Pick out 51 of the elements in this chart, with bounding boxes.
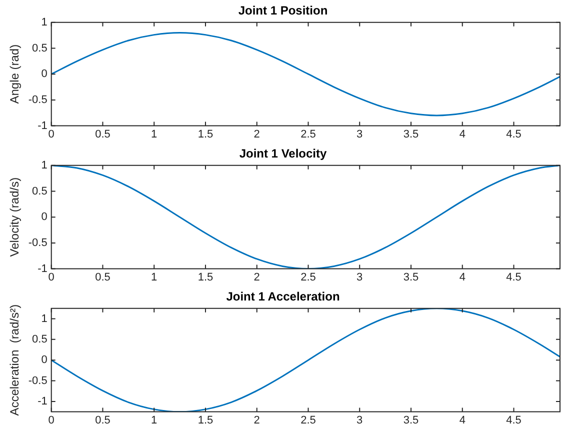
y-tick-label: 0.5	[32, 185, 48, 198]
x-tick-label: 2.5	[300, 414, 316, 426]
y-tick-label: -1	[38, 395, 48, 408]
y-tick-label: 0.5	[32, 333, 48, 346]
x-tick-label: 4.5	[506, 271, 522, 284]
y-tick-label: 0.5	[32, 42, 48, 54]
chart-title: Joint 1 Position	[238, 4, 328, 18]
x-tick-label: 2.5	[300, 271, 316, 284]
y-axis-title: Acceleration (rad/s²)	[8, 304, 22, 416]
x-tick-label: 1.5	[198, 271, 214, 284]
chart-title: Joint 1 Acceleration	[226, 290, 340, 304]
x-tick-label: 1	[151, 128, 158, 140]
chart-title: Joint 1 Velocity	[239, 146, 327, 161]
x-tick-label: 4	[459, 414, 466, 426]
x-tick-label: 3	[356, 128, 363, 140]
x-tick-label: 4.5	[506, 128, 522, 140]
x-tick-label: 4	[459, 128, 466, 140]
x-tick-label: 4.5	[506, 414, 522, 426]
x-tick-label: 3	[356, 414, 363, 426]
x-tick-label: 3.5	[403, 414, 419, 426]
x-tick-label: 3.5	[403, 271, 419, 284]
y-axis-title: Angle (rad)	[8, 44, 22, 104]
y-tick-label: -0.5	[28, 94, 48, 106]
y-tick-label: 1	[41, 312, 48, 325]
line-series	[51, 32, 560, 116]
x-tick-label: 1	[151, 271, 158, 284]
x-tick-label: 0.5	[95, 271, 110, 284]
x-tick-label: 2	[254, 414, 260, 426]
y-tick-label: -1	[38, 262, 48, 275]
y-tick-label: 0	[41, 68, 48, 80]
line-series	[51, 165, 560, 269]
x-tick-label: 1	[151, 414, 158, 426]
x-tick-label: 1.5	[198, 414, 214, 426]
y-tick-label: 0	[41, 354, 48, 366]
x-tick-label: 0.5	[95, 128, 110, 140]
x-tick-label: 3	[356, 271, 363, 284]
line-series	[51, 308, 560, 412]
y-tick-label: 1	[41, 159, 48, 172]
x-tick-label: 4	[459, 271, 466, 284]
y-tick-label: 1	[41, 16, 48, 28]
y-tick-label: -0.5	[28, 236, 48, 249]
x-tick-label: 0.5	[95, 414, 110, 426]
y-tick-label: -0.5	[28, 374, 48, 387]
x-tick-label: 3.5	[403, 128, 419, 140]
y-tick-label: -1	[38, 120, 48, 132]
x-tick-label: 2	[254, 271, 260, 284]
x-tick-label: 2.5	[300, 128, 316, 140]
x-tick-label: 1.5	[198, 128, 214, 140]
y-tick-label: 0	[41, 211, 48, 224]
y-axis-title: Velocity (rad/s)	[8, 177, 22, 257]
x-tick-label: 2	[254, 128, 260, 140]
